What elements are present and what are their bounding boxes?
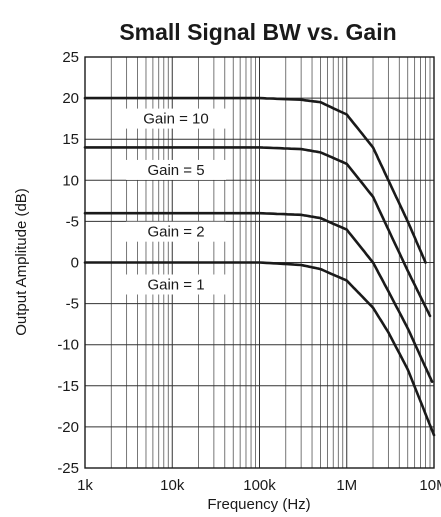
x-tick-label: 1k: [77, 477, 93, 494]
y-tick-label: 25: [62, 49, 79, 66]
chart-title: Small Signal BW vs. Gain: [119, 19, 396, 45]
series-label-background: [126, 159, 226, 180]
x-tick-label: 10M: [419, 477, 441, 494]
y-tick-labels: 25 20 15 10 -5 0 -5 -10 -15 -20 -25: [57, 49, 79, 477]
y-tick-label: -5: [66, 296, 79, 313]
x-tick-labels: 1k 10k 100k 1M 10M: [77, 477, 441, 494]
y-tick-label: -25: [57, 460, 79, 477]
x-tick-label: 1M: [336, 477, 357, 494]
series-line: [83, 211, 434, 383]
series-label-background: [126, 221, 226, 242]
x-tick-label: 100k: [243, 477, 276, 494]
plot-frame: [84, 56, 435, 469]
series-line: [83, 261, 436, 437]
y-tick-label: 15: [62, 131, 79, 148]
series-label-background: [126, 108, 226, 129]
series-label: Gain = 10: [143, 111, 208, 128]
y-tick-label: -20: [57, 419, 79, 436]
curves: [83, 96, 436, 437]
series-labels: Gain = 10 Gain = 5 Gain = 2 Gain = 1: [126, 108, 226, 295]
series-label: Gain = 2: [147, 224, 204, 241]
y-axis-label: Output Amplitude (dB): [13, 188, 30, 336]
series-label: Gain = 1: [147, 277, 204, 294]
series-label: Gain = 5: [147, 162, 204, 179]
x-tick-label: 10k: [160, 477, 185, 494]
x-axis-label: Frequency (Hz): [207, 496, 310, 513]
y-tick-label: 10: [62, 172, 79, 189]
series-label-background: [126, 274, 226, 295]
y-tick-label: 0: [71, 255, 79, 272]
y-tick-label: -15: [57, 378, 79, 395]
y-tick-label: -5: [66, 213, 79, 230]
y-tick-label: 20: [62, 90, 79, 107]
series-line: [83, 96, 427, 264]
y-tick-label: -10: [57, 337, 79, 354]
series-line: [83, 146, 432, 318]
